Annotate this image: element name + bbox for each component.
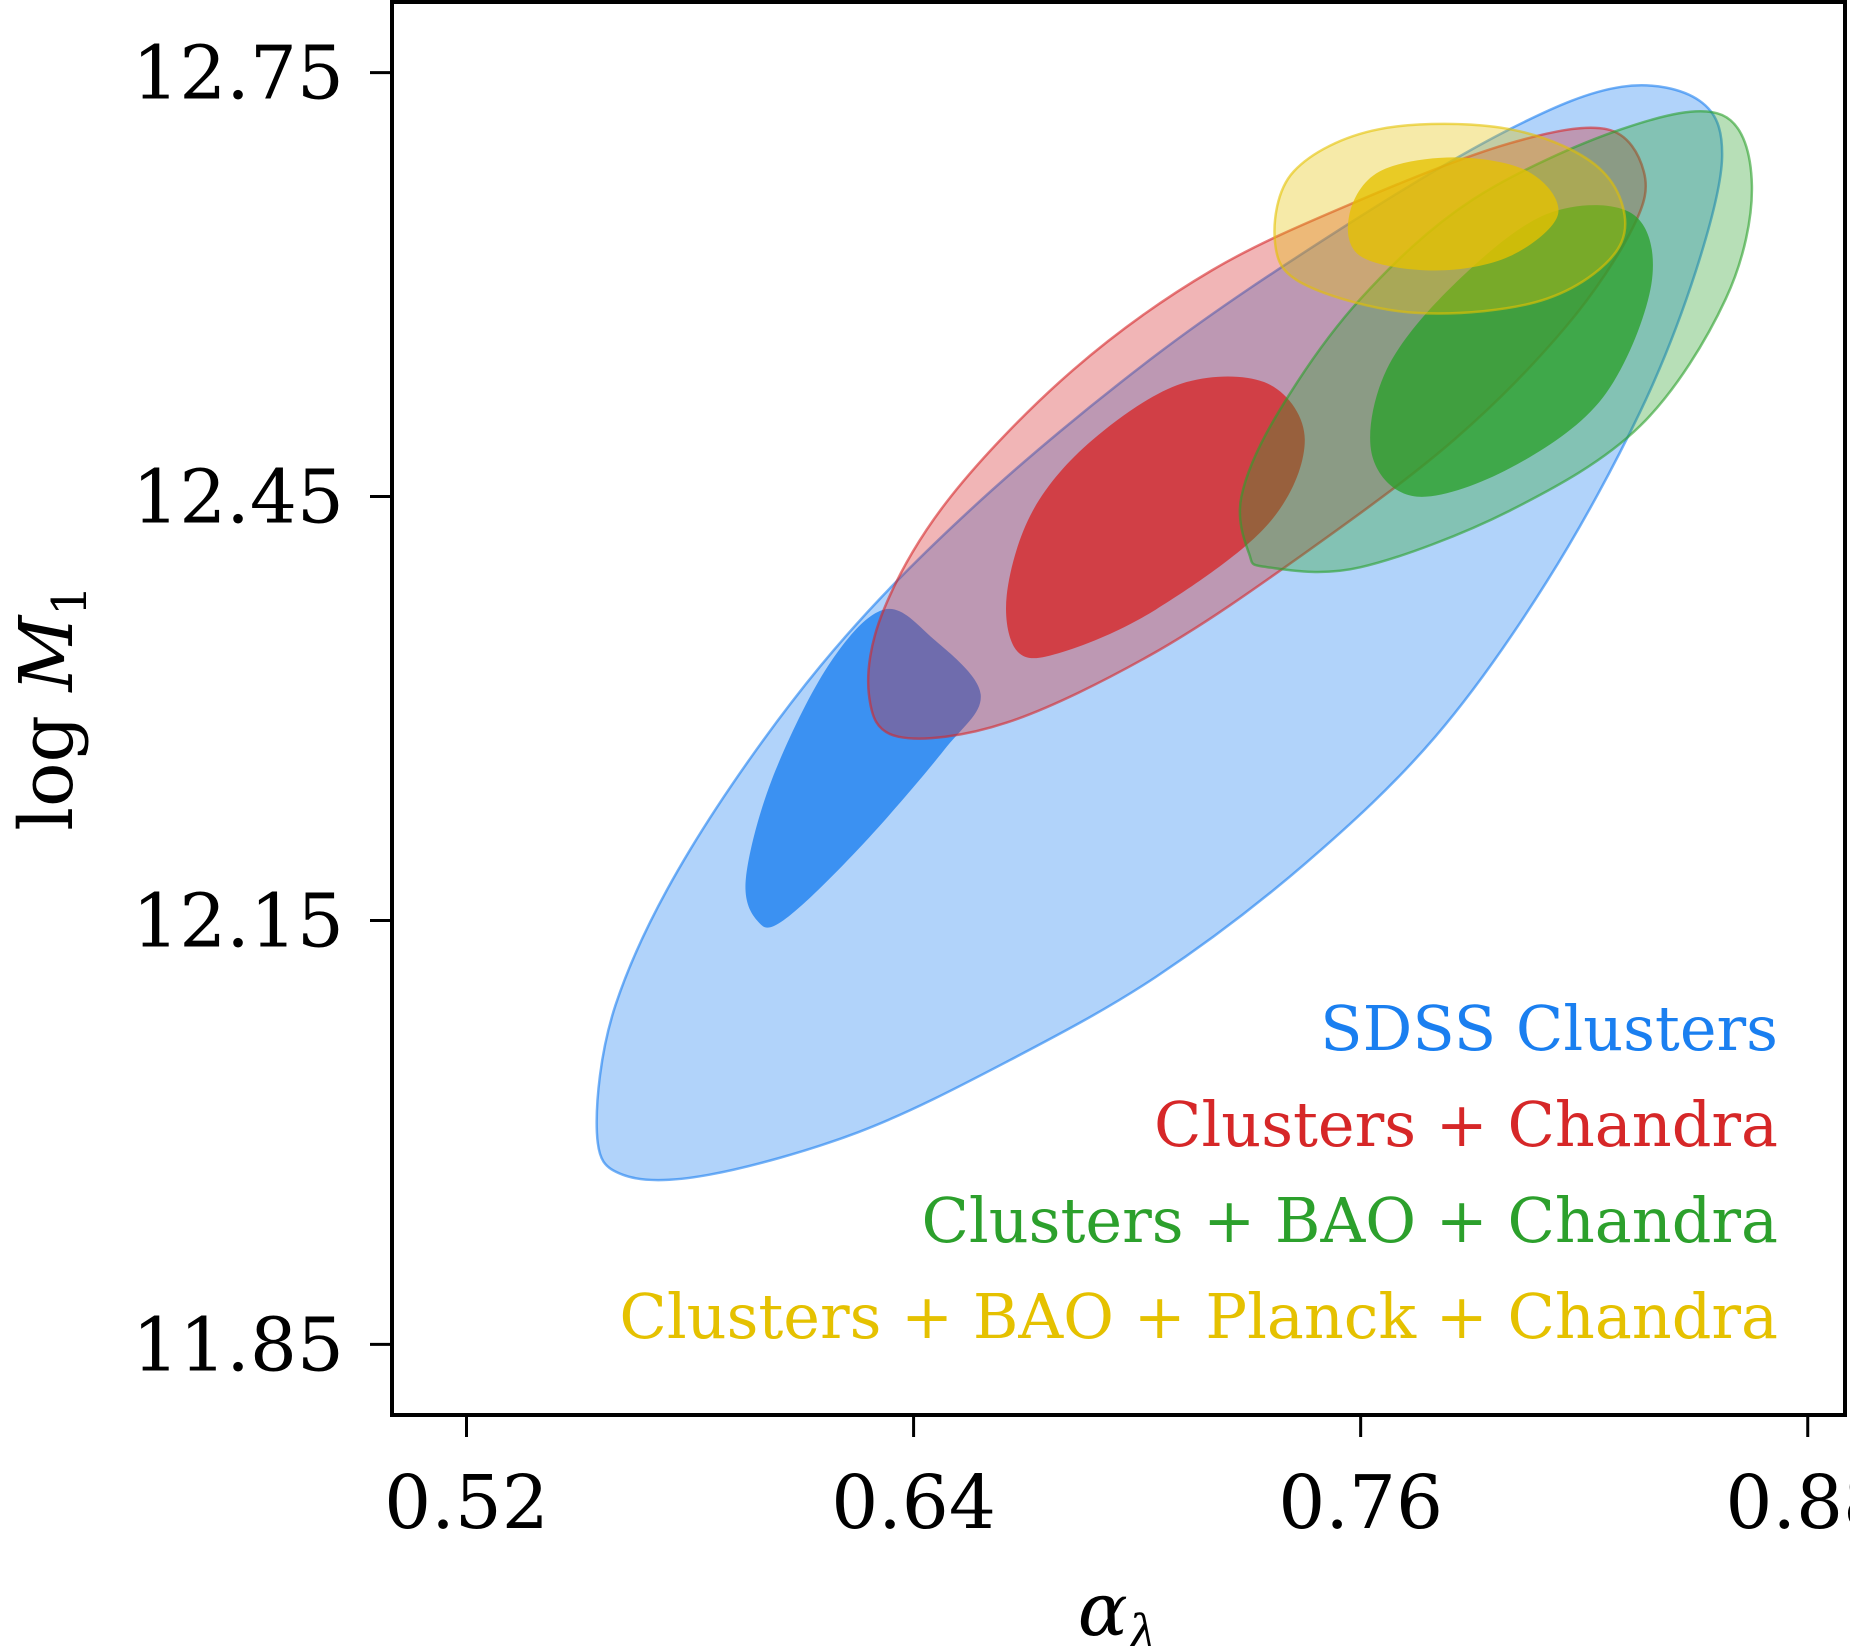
- y-axis-label: log M1: [4, 585, 98, 830]
- legend-entry-4: Clusters + BAO + Planck + Chandra: [619, 1280, 1778, 1353]
- y-tick-label-4: 12.75: [132, 31, 344, 117]
- y-tick-label-2: 12.15: [132, 878, 344, 964]
- legend: SDSS Clusters Clusters + Chandra Clusters …: [619, 992, 1778, 1353]
- x-tick-label-3: 0.76: [1278, 1460, 1443, 1546]
- x-axis-label: αλ: [1078, 1567, 1158, 1646]
- y-tick-label-3: 12.45: [132, 455, 344, 541]
- contour-series-2: [866, 126, 1647, 740]
- legend-entry-3: Clusters + BAO + Chandra: [921, 1184, 1778, 1257]
- contour-series-3: [1238, 109, 1754, 574]
- legend-entry-2: Clusters + Chandra: [1154, 1088, 1778, 1161]
- x-tick-label-1: 0.52: [384, 1460, 549, 1546]
- y-tick-label-1: 11.85: [132, 1302, 344, 1388]
- x-tick-label-4: 0.88: [1725, 1460, 1850, 1546]
- x-axis-label-subscript: λ: [1126, 1605, 1158, 1646]
- contour-inner-2: [1006, 376, 1305, 659]
- legend-entry-1: SDSS Clusters: [1320, 992, 1778, 1065]
- contour-layer: [595, 84, 1754, 1182]
- y-axis-label-subscript: 1: [42, 585, 98, 616]
- plot-frame: [390, 0, 1847, 1417]
- contour-inner-3: [1370, 205, 1653, 497]
- x-axis-label-symbol: α: [1078, 1567, 1128, 1646]
- y-axis-ticks: 11.85 12.15 12.45 12.75: [132, 31, 392, 1388]
- x-axis-ticks: 0.52 0.64 0.76 0.88: [384, 1415, 1850, 1546]
- x-tick-label-2: 0.64: [831, 1460, 996, 1546]
- y-axis-label-prefix: log: [4, 692, 90, 831]
- contour-inner-4: [1347, 157, 1559, 271]
- contour-series-4: [1273, 122, 1627, 315]
- contour-inner-1: [745, 608, 981, 928]
- y-axis-label-symbol: M: [4, 614, 90, 694]
